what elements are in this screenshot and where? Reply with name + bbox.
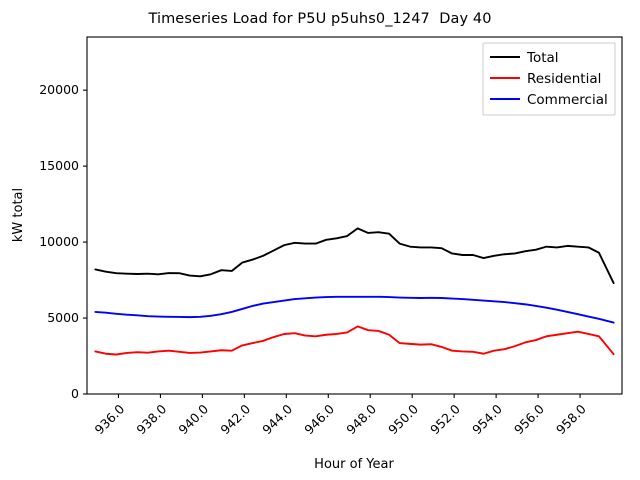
x-tick-label: 950.0: [385, 401, 421, 437]
x-tick-label: 946.0: [301, 401, 337, 437]
y-tick-label: 10000: [39, 234, 79, 249]
series-line-total: [94, 227, 615, 285]
series-line-commercial: [94, 295, 615, 324]
x-tick-label: 940.0: [175, 401, 211, 437]
x-tick-label: 958.0: [553, 401, 589, 437]
x-tick-label: 938.0: [133, 401, 169, 437]
x-tick-label: 936.0: [91, 401, 127, 437]
x-axis-ticks: 936.0 938.0 940.0 942.0 944.0 946.0 948.0 950.0…: [91, 394, 589, 437]
series-line-residential: [94, 325, 615, 356]
y-tick-label: 20000: [39, 82, 79, 97]
x-tick-label: 952.0: [427, 401, 463, 437]
chart-title: Timeseries Load for P5U p5uhs0_1247 Day …: [148, 11, 492, 27]
x-tick-label: 948.0: [343, 401, 379, 437]
x-tick-label: 954.0: [469, 401, 505, 437]
x-tick-label: 956.0: [511, 401, 547, 437]
x-axis-label: Hour of Year: [314, 457, 394, 472]
legend-label-commercial: Commercial: [527, 92, 608, 108]
chart-legend: Total Residential Commercial: [482, 42, 616, 116]
y-axis-label: kW total: [11, 188, 26, 242]
axes-border: [86, 36, 623, 395]
legend-label-total: Total: [526, 50, 559, 66]
x-tick-label: 942.0: [217, 401, 253, 437]
y-tick-label: 5000: [47, 310, 79, 325]
series-lines: [94, 227, 615, 356]
x-tick-label: 944.0: [259, 401, 295, 437]
y-tick-label: 15000: [39, 158, 79, 173]
y-tick-label: 0: [71, 386, 79, 401]
legend-label-residential: Residential: [527, 71, 601, 87]
axes-frame: [86, 36, 623, 395]
y-axis-ticks: 0 5000 10000 15000 20000: [39, 82, 87, 401]
legend-box: [482, 42, 616, 116]
